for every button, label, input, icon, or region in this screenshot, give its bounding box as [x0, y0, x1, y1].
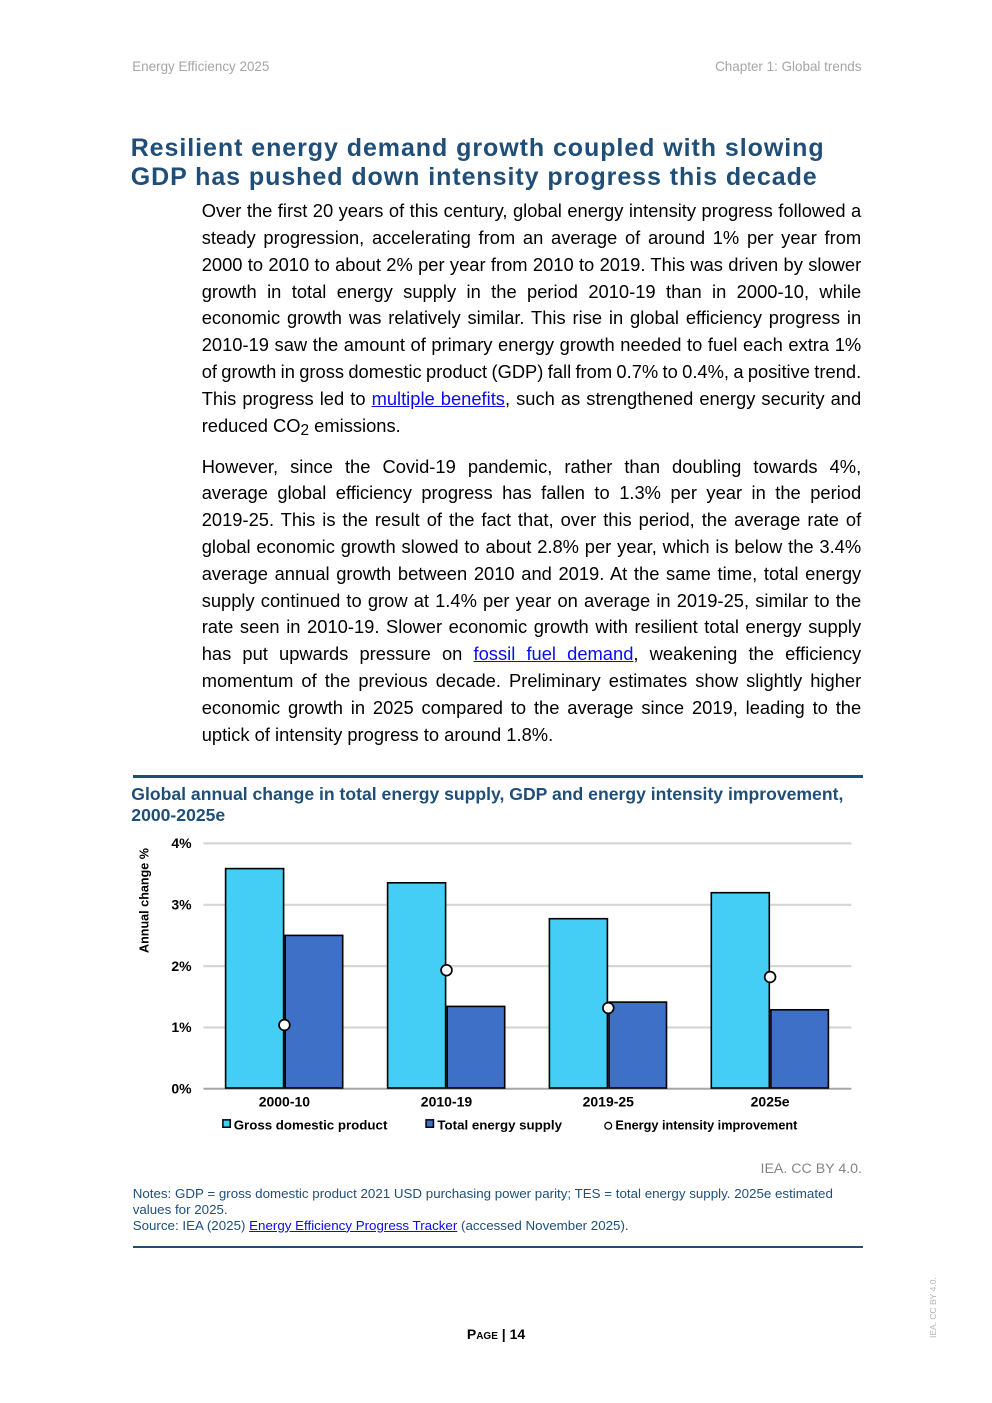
svg-text:2025e: 2025e	[751, 1094, 790, 1110]
svg-text:Total energy supply: Total energy supply	[437, 1118, 562, 1133]
svg-text:2019-25: 2019-25	[583, 1094, 635, 1110]
svg-text:0%: 0%	[171, 1081, 192, 1097]
svg-text:2%: 2%	[171, 958, 192, 974]
svg-text:3%: 3%	[171, 897, 192, 913]
svg-text:2000-10: 2000-10	[259, 1094, 311, 1110]
svg-text:4%: 4%	[171, 835, 192, 851]
svg-text:Gross domestic product: Gross domestic product	[234, 1118, 388, 1133]
svg-text:Energy intensity improvement: Energy intensity improvement	[615, 1118, 798, 1133]
svg-text:2010-19: 2010-19	[421, 1094, 473, 1110]
svg-text:1%: 1%	[171, 1019, 192, 1035]
svg-text:Annual change %: Annual change %	[138, 848, 152, 953]
